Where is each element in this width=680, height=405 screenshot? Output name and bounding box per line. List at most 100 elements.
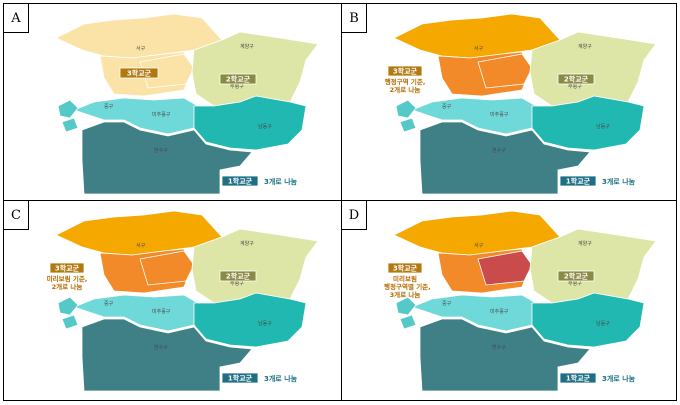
district-label-michuhol: 미추홀구 xyxy=(490,308,509,315)
region-island xyxy=(57,99,79,119)
region-namdong xyxy=(531,95,645,151)
district-label-jung: 중구 xyxy=(104,301,114,307)
group3-note-line: 2개로 나눔 xyxy=(52,282,83,291)
region-island xyxy=(395,296,417,316)
region-island-small xyxy=(61,314,79,330)
group3-note-line: 미리보림 xyxy=(393,274,417,283)
group1-note: 3개로 나눔 xyxy=(602,374,636,383)
region-namdong xyxy=(193,292,307,348)
region-island-small xyxy=(399,117,417,133)
district-label-yeonsu: 연수구 xyxy=(154,344,168,351)
region-island xyxy=(57,296,79,316)
district-label-jung: 중구 xyxy=(104,104,114,110)
region-gyeyang-bupyeong xyxy=(529,228,657,304)
district-label-namdong: 남동구 xyxy=(258,320,272,327)
district-label-michuhol: 미추홀구 xyxy=(152,308,171,315)
region-center xyxy=(139,250,195,286)
group2-badge-bg xyxy=(219,73,257,85)
group2-badge: 2학교군 xyxy=(226,75,251,84)
group2-badge: 2학교군 xyxy=(564,75,589,84)
district-label-bupyeong: 부평구 xyxy=(230,280,244,287)
group2-badge: 2학교군 xyxy=(226,272,251,281)
group2-badge: 2학교군 xyxy=(564,272,589,281)
region-yeonsu xyxy=(81,318,253,391)
district-label-michuhol: 미추홀구 xyxy=(490,111,509,118)
region-island xyxy=(395,99,417,119)
figure-grid: A 서구 계양구 부평구 중구 미추홀구 남동구 연수구 3학교군 2학교군 1학교군 3개로 나눔… xyxy=(3,3,677,401)
district-label-bupyeong: 부평구 xyxy=(230,83,244,90)
district-label-seo: 서구 xyxy=(136,45,146,52)
panel-c: C 서구 계양구 부평구 중구 미추홀구 남동구 연수구 3학교군 미리보림 기준, 2개로 나눔… xyxy=(4,201,340,397)
group1-badge-bg xyxy=(221,372,259,384)
district-label-gyeyang: 계양구 xyxy=(240,43,254,50)
grid-divider-vertical xyxy=(341,4,342,400)
district-label-gyeyang: 계양구 xyxy=(578,240,592,247)
group2-badge-bg xyxy=(219,270,257,282)
region-island-small xyxy=(399,314,417,330)
region-yeonsu xyxy=(419,121,591,194)
district-label-namdong: 남동구 xyxy=(596,123,610,130)
group1-note: 3개로 나눔 xyxy=(602,177,636,186)
group1-badge: 1학교군 xyxy=(566,177,591,186)
district-label-gyeyang: 계양구 xyxy=(240,240,254,247)
district-label-seo: 서구 xyxy=(474,45,484,52)
panel-letter: D xyxy=(342,201,367,230)
district-label-namdong: 남동구 xyxy=(596,320,610,327)
district-label-seo: 서구 xyxy=(474,242,484,249)
region-yeonsu xyxy=(81,121,253,194)
group3-badge: 3학교군 xyxy=(393,264,418,273)
group1-note: 3개로 나눔 xyxy=(264,374,298,383)
group3-note-line: 3개로 나눔 xyxy=(390,290,421,299)
group3-note-line: 미리보림 기준, xyxy=(47,274,88,283)
region-yeonsu xyxy=(419,318,591,391)
district-label-gyeyang: 계양구 xyxy=(578,43,592,50)
group3-note-line: 행정구역 기준, xyxy=(385,77,426,86)
group1-badge-bg xyxy=(559,372,597,384)
group3-badge-bg xyxy=(387,262,423,274)
group1-badge-bg xyxy=(559,175,597,187)
region-namdong xyxy=(531,292,645,348)
group2-badge-bg xyxy=(557,73,595,85)
region-gyeyang-bupyeong xyxy=(191,228,319,304)
district-label-bupyeong: 부평구 xyxy=(568,83,582,90)
group3-badge: 3학교군 xyxy=(127,69,152,78)
region-gyeyang-bupyeong xyxy=(191,31,319,107)
region-center xyxy=(139,53,195,89)
panel-letter: B xyxy=(342,4,367,33)
region-island-small xyxy=(61,117,79,133)
group1-badge: 1학교군 xyxy=(566,374,591,383)
group3-badge: 3학교군 xyxy=(393,67,418,76)
group1-badge: 1학교군 xyxy=(228,374,253,383)
region-center xyxy=(477,250,533,286)
group3-badge-bg xyxy=(119,67,159,79)
district-label-yeonsu: 연수구 xyxy=(492,147,506,154)
group1-badge-bg xyxy=(221,175,259,187)
district-label-yeonsu: 연수구 xyxy=(492,344,506,351)
region-center xyxy=(477,53,533,89)
group3-badge: 3학교군 xyxy=(55,264,80,273)
group3-badge-bg xyxy=(387,65,423,77)
district-label-jung: 중구 xyxy=(442,104,452,110)
panel-letter: A xyxy=(4,4,29,33)
district-label-jung: 중구 xyxy=(442,301,452,307)
district-label-michuhol: 미추홀구 xyxy=(152,111,171,118)
group3-note-line: / 행정구역별 기준, xyxy=(382,282,431,291)
grid-divider-horizontal xyxy=(4,200,676,201)
group1-badge: 1학교군 xyxy=(228,177,253,186)
district-label-bupyeong: 부평구 xyxy=(568,280,582,287)
region-namdong xyxy=(193,95,307,151)
group2-badge-bg xyxy=(557,270,595,282)
group3-badge-bg xyxy=(49,262,85,274)
district-label-namdong: 남동구 xyxy=(258,123,272,130)
panel-a: A 서구 계양구 부평구 중구 미추홀구 남동구 연수구 3학교군 2학교군 1학교군 3개로 나눔 xyxy=(4,4,340,200)
district-label-seo: 서구 xyxy=(136,242,146,249)
group1-note: 3개로 나눔 xyxy=(264,177,298,186)
group3-note-line: 2개로 나눔 xyxy=(390,85,421,94)
region-gyeyang-bupyeong xyxy=(529,31,657,107)
